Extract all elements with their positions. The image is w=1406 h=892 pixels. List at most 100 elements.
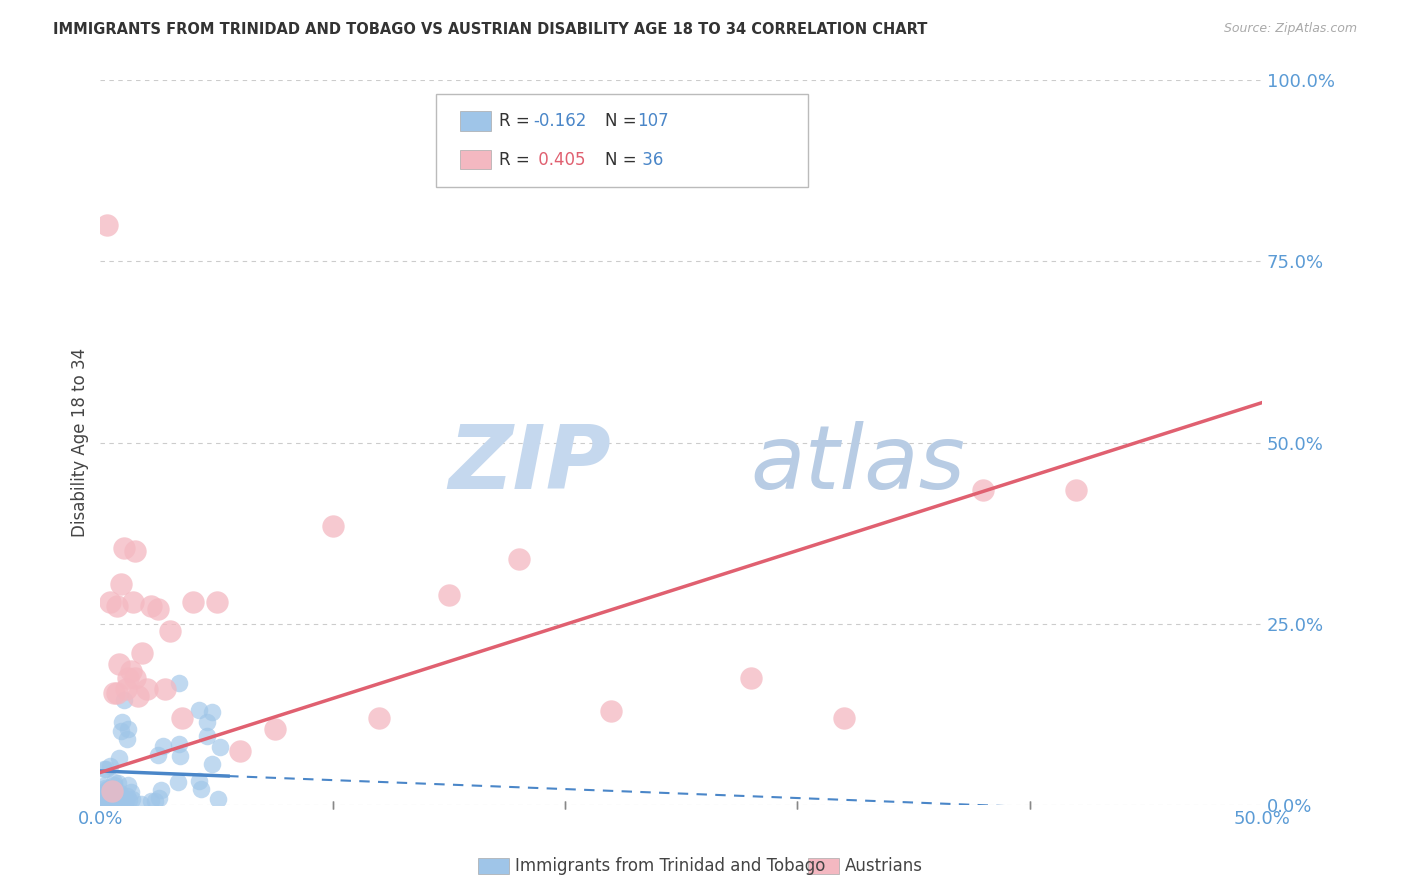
Point — [101, 797, 124, 811]
Point — [97, 795, 120, 809]
Point — [91, 797, 114, 811]
Point — [101, 782, 124, 797]
Text: atlas: atlas — [751, 421, 966, 508]
Point — [108, 788, 131, 802]
Point — [97, 782, 120, 797]
Point — [103, 686, 125, 700]
Point — [207, 791, 229, 805]
Point — [91, 779, 114, 793]
Point — [96, 763, 118, 777]
Point — [263, 722, 285, 736]
Point — [91, 789, 114, 803]
Point — [110, 791, 132, 805]
Point — [105, 796, 128, 810]
Point — [103, 775, 125, 789]
Point — [201, 757, 224, 772]
Point — [93, 791, 115, 805]
Text: R =: R = — [499, 151, 536, 169]
Point — [188, 703, 211, 717]
Point — [96, 788, 118, 802]
Point — [508, 551, 530, 566]
Point — [131, 646, 153, 660]
Text: Source: ZipAtlas.com: Source: ZipAtlas.com — [1223, 22, 1357, 36]
Point — [97, 797, 120, 811]
Point — [197, 729, 219, 743]
Point — [96, 790, 118, 805]
Point — [100, 789, 122, 803]
Point — [98, 759, 121, 773]
Point — [107, 775, 129, 789]
Point — [108, 657, 131, 671]
Point — [105, 795, 128, 809]
Point — [93, 797, 115, 812]
Point — [122, 595, 145, 609]
Point — [117, 671, 139, 685]
Point — [188, 774, 211, 789]
Text: N =: N = — [605, 151, 641, 169]
Point — [322, 519, 344, 533]
Point — [100, 794, 122, 808]
Point — [97, 794, 120, 808]
Point — [135, 681, 157, 696]
Point — [205, 595, 228, 609]
Text: N =: N = — [605, 112, 641, 130]
Point — [229, 744, 252, 758]
Point — [98, 791, 121, 805]
Text: 0.405: 0.405 — [533, 151, 585, 169]
Point — [94, 797, 117, 812]
Text: -0.162: -0.162 — [533, 112, 586, 130]
Point — [103, 790, 125, 805]
Point — [170, 711, 193, 725]
Point — [159, 624, 181, 638]
Point — [112, 541, 135, 555]
Point — [93, 762, 115, 776]
Point — [96, 218, 118, 232]
Point — [91, 796, 114, 810]
Point — [91, 795, 114, 809]
Point — [117, 722, 139, 736]
Point — [145, 794, 167, 808]
Point — [91, 788, 114, 802]
Point — [107, 797, 129, 811]
Point — [166, 774, 188, 789]
Point — [120, 664, 142, 678]
Point — [832, 711, 855, 725]
Point — [103, 794, 125, 808]
Point — [141, 599, 163, 613]
Point — [118, 793, 141, 807]
Point — [103, 778, 125, 792]
Point — [129, 797, 152, 812]
Point — [112, 693, 135, 707]
Point — [169, 676, 191, 690]
Point — [150, 782, 173, 797]
Point — [91, 786, 114, 800]
Point — [124, 544, 146, 558]
Point — [97, 791, 120, 805]
Point — [91, 786, 114, 800]
Point — [100, 784, 122, 798]
Point — [97, 790, 120, 805]
Point — [115, 732, 138, 747]
Point — [115, 793, 138, 807]
Point — [148, 602, 170, 616]
Point — [91, 794, 114, 808]
Point — [208, 740, 231, 755]
Point — [105, 686, 128, 700]
Point — [104, 797, 127, 812]
Point — [91, 797, 114, 811]
Point — [97, 794, 120, 808]
Text: R =: R = — [499, 112, 536, 130]
Point — [105, 797, 128, 812]
Point — [181, 595, 204, 609]
Text: 36: 36 — [637, 151, 664, 169]
Point — [93, 788, 115, 802]
Point — [105, 790, 128, 805]
Point — [94, 795, 117, 809]
Point — [97, 793, 120, 807]
Point — [107, 795, 129, 809]
Point — [103, 792, 125, 806]
Point — [167, 738, 190, 752]
Text: IMMIGRANTS FROM TRINIDAD AND TOBAGO VS AUSTRIAN DISABILITY AGE 18 TO 34 CORRELAT: IMMIGRANTS FROM TRINIDAD AND TOBAGO VS A… — [53, 22, 928, 37]
Point — [96, 781, 118, 796]
Point — [94, 789, 117, 803]
